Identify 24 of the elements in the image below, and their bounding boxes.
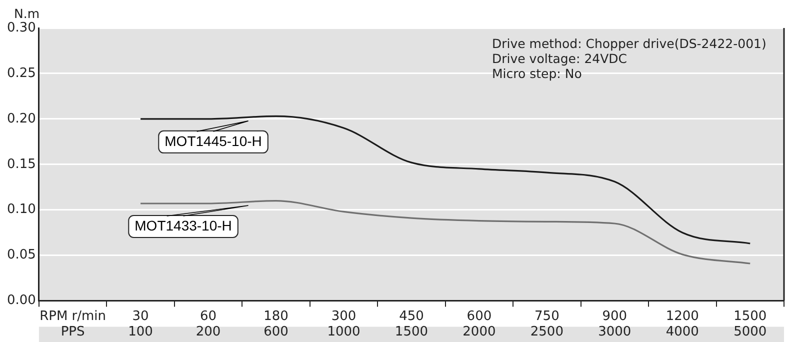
y-tick-label: 0.15 [6,156,36,172]
y-axis-title: N.m [14,6,40,21]
x-tick-label: 600 2000 [462,308,496,340]
y-tick-label: 0.25 [6,66,36,81]
x-tick-label: 1500 5000 [734,308,767,340]
x-tick-label: 180 600 [264,308,288,340]
x-tick-label: RPM r/min PPS [40,308,106,340]
y-tick-label: 0.30 [6,20,36,36]
series-label: MOT1445-10-H [164,132,262,149]
x-tick-label: 300 1000 [327,308,360,340]
x-tick-label: 750 2500 [530,308,564,340]
x-tick-label: 30 100 [128,308,153,340]
x-tick-label: 1200 4000 [666,308,699,340]
y-tick-label: 0.20 [6,111,36,126]
annotation: Micro step: No [492,66,582,81]
annotation: Drive method: Chopper drive(DS-2422-001) [492,36,766,51]
x-tick-label: 60 200 [196,308,221,340]
x-tick-label: 900 3000 [598,308,632,340]
y-tick-label: 0.00 [6,293,36,308]
y-tick-label: 0.10 [6,202,36,218]
y-tick-label: 0.05 [6,248,36,263]
series-label: MOT1433-10-H [134,217,232,234]
annotation: Drive voltage: 24VDC [492,51,628,66]
x-tick-label: 450 1500 [394,308,428,340]
